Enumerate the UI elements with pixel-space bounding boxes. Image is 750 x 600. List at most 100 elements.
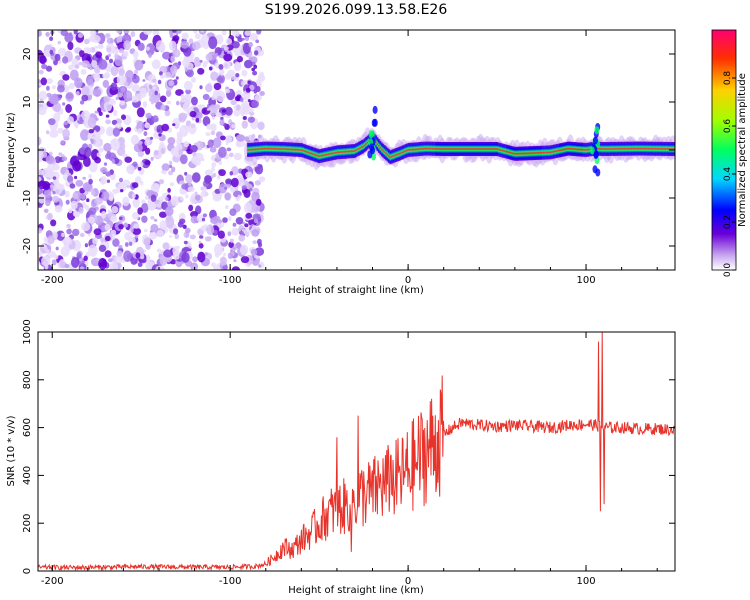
noise-blob <box>188 204 194 212</box>
noise-blob <box>245 171 253 178</box>
noise-blob <box>47 163 55 173</box>
noise-blob <box>182 103 189 112</box>
noise-blob <box>254 180 261 186</box>
noise-blob <box>97 43 104 50</box>
ridge-core <box>305 144 308 159</box>
noise-blob <box>168 80 175 87</box>
noise-blob <box>78 206 84 214</box>
ridge-core <box>406 143 409 158</box>
ridge-core <box>442 142 444 156</box>
ridge-core <box>638 141 641 156</box>
noise-blob <box>220 116 224 121</box>
noise-blob <box>231 227 239 236</box>
noise-blob <box>224 192 231 201</box>
ridge-core <box>385 146 387 161</box>
ridge-core <box>294 142 296 157</box>
noise-blob <box>170 147 179 156</box>
noise-blob <box>112 238 120 247</box>
noise-blob <box>47 235 55 245</box>
noise-blob <box>259 91 265 96</box>
ridge-core <box>254 142 256 157</box>
noise-blob <box>166 100 172 105</box>
noise-blob <box>114 255 123 264</box>
noise-blob <box>88 173 92 179</box>
noise-blob <box>132 197 140 208</box>
ridge-core <box>460 142 463 156</box>
ridge-core <box>302 143 305 158</box>
ridge-core <box>634 141 636 156</box>
noise-blob <box>75 124 79 129</box>
noise-blob <box>120 189 124 193</box>
ridge-core <box>628 141 631 156</box>
noise-blob <box>185 174 193 184</box>
noise-blob <box>76 156 81 161</box>
noise-blob <box>212 137 222 149</box>
noise-blob <box>112 235 116 240</box>
noise-blob <box>128 241 133 246</box>
noise-blob <box>171 166 176 173</box>
noise-blob <box>132 161 138 168</box>
noise-blob <box>114 53 119 59</box>
ridge-core <box>511 146 514 161</box>
ridge-core <box>389 150 392 165</box>
noise-blob <box>249 108 254 113</box>
noise-blob <box>45 199 51 207</box>
colorbar-ticks: 0.0 0.2 0.4 0.6 0.8 <box>723 71 736 277</box>
x-tick-label: -100 <box>219 275 242 286</box>
noise-blob <box>72 210 79 217</box>
ridge-core <box>537 145 540 160</box>
ridge-burst <box>592 136 598 145</box>
ridge-core <box>454 142 457 156</box>
noise-blob <box>238 225 244 230</box>
noise-blob <box>217 230 225 239</box>
noise-blob <box>235 73 240 78</box>
noise-blob <box>81 60 90 68</box>
noise-blob <box>168 170 174 176</box>
noise-blob <box>173 228 179 235</box>
noise-blob <box>107 209 111 214</box>
noise-blob <box>119 216 123 220</box>
noise-blob <box>208 66 213 71</box>
noise-blob <box>254 163 264 175</box>
noise-blob <box>163 249 173 258</box>
noise-blob <box>188 182 192 186</box>
noise-blob <box>153 218 158 222</box>
noise-blob <box>213 243 223 256</box>
ridge-core <box>523 146 525 161</box>
ridge-core <box>602 142 605 156</box>
noise-blob <box>105 43 115 54</box>
ridge-core <box>413 142 416 157</box>
ridge-core <box>407 142 410 157</box>
ridge-core <box>573 142 575 156</box>
noise-blob <box>46 85 50 91</box>
ridge-core <box>554 144 557 159</box>
noise-blob <box>38 151 44 160</box>
noise-blob <box>94 65 101 74</box>
ridge-core <box>338 145 340 160</box>
noise-blob <box>161 123 170 132</box>
noise-blob <box>78 61 83 66</box>
ridge-burst <box>589 146 595 155</box>
ridge-core <box>301 143 303 158</box>
noise-blob <box>161 163 170 172</box>
noise-blob <box>103 101 113 112</box>
noise-blob <box>88 207 97 216</box>
ridge-core <box>551 144 554 159</box>
noise-blob <box>222 252 227 256</box>
noise-blob <box>210 130 216 136</box>
noise-blob <box>179 196 184 201</box>
noise-blob <box>85 204 90 211</box>
noise-blob <box>192 41 201 51</box>
noise-blob <box>74 77 83 89</box>
ridge-core <box>323 148 326 162</box>
noise-blob <box>46 249 50 254</box>
noise-blob <box>76 252 82 259</box>
ridge-core <box>669 142 672 156</box>
noise-blob <box>152 85 157 90</box>
noise-blob <box>142 236 151 246</box>
noise-blob <box>213 229 218 235</box>
noise-blob <box>216 76 224 83</box>
noise-blob <box>243 188 251 198</box>
noise-blob <box>75 179 84 187</box>
